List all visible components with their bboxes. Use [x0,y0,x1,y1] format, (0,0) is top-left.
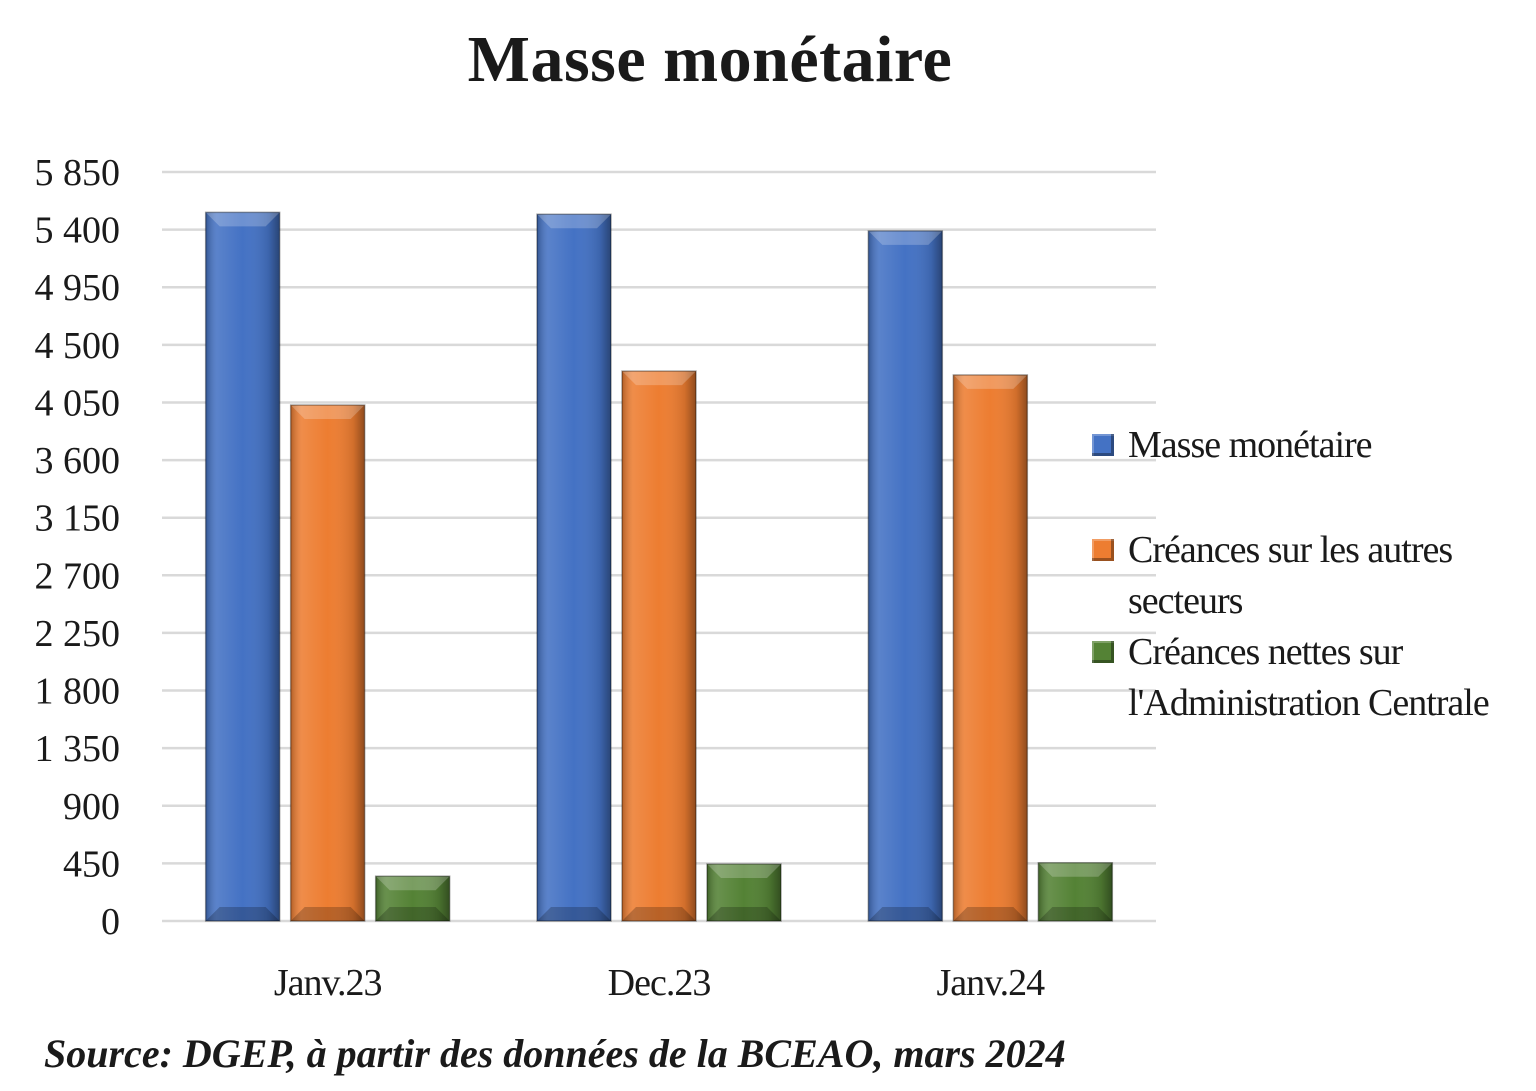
y-tick-label: 1 800 [35,671,121,713]
bar-bevel-top [290,405,365,420]
legend-item: Créances sur les autres secteurs [1090,525,1530,627]
bar-outline [1037,861,1114,922]
y-tick-label: 2 700 [35,555,121,597]
bar-outline [204,211,281,922]
y-tick-label: 1 350 [35,728,121,770]
legend-swatch [1092,641,1114,663]
y-tick-label: 2 250 [35,613,121,655]
legend-label: Créances nettes sur [1128,631,1403,673]
bar-bevel-top [622,371,696,386]
bar [867,230,944,922]
bar-shade [622,371,696,922]
bar-bevel-bottom [953,907,1028,921]
bar-bevel-top [953,374,1028,389]
bars [204,211,1114,922]
legend-label: Créances sur les autres [1128,529,1453,571]
bar-bevel-bottom [1038,907,1113,921]
y-tick-label: 5 400 [35,210,121,252]
source-note: Source: DGEP, à partir des données de la… [44,1031,1066,1076]
bar-outline [374,875,451,922]
y-tick-label: 3 600 [35,440,121,482]
bar-bevel-top [868,230,943,245]
y-tick-label: 4 050 [35,382,121,424]
legend-swatch [1092,434,1114,456]
bar-outline [706,863,782,922]
bar-bevel-bottom [868,907,943,921]
y-tick-label: 450 [63,843,120,885]
y-tick-label: 4 950 [35,267,121,309]
bar-shade [1038,862,1113,921]
bar [374,875,451,922]
chart-title: Masse monétaire [467,23,953,96]
legend-item: Masse monétaire [1090,420,1530,471]
bar [706,863,782,922]
bar [536,213,612,922]
legend-label: secteurs [1128,580,1243,622]
y-tick-label: 0 [101,901,120,943]
bar-bevel-bottom [707,907,781,921]
legend-item: Créances nettes sur l'Administration Cent… [1090,627,1530,729]
bar-outline [952,374,1029,922]
bar-outline [621,370,697,922]
bar-bevel-top [205,212,280,227]
y-tick-label: 4 500 [35,325,121,367]
bar-bevel-top [537,214,611,229]
bar-outline [289,404,366,922]
y-axis-ticks: 0 450 900 1 350 1 800 2 250 2 700 3 150 3 600 4 0… [35,152,121,943]
bar-shade [868,230,943,921]
bar-bevel-bottom [375,907,450,921]
y-tick-label: 5 850 [35,152,121,194]
x-axis-categories: Janv.23 Dec.23 Janv.24 [274,962,1046,1004]
x-category-label: Janv.24 [936,962,1045,1004]
bar [621,370,697,922]
bar-bevel-bottom [537,907,611,921]
bar-bevel-bottom [622,907,696,921]
bar-bevel-top [1038,862,1113,877]
bar [952,374,1029,922]
x-category-label: Dec.23 [608,962,711,1004]
bar-shade [375,876,450,921]
bar [204,211,281,922]
bar-shade [290,405,365,921]
bar-shade [537,214,611,921]
bar-shade [953,374,1028,921]
legend-swatch [1092,539,1114,561]
x-category-label: Janv.23 [274,962,382,1004]
bar-bevel-bottom [205,907,280,921]
legend-label: Masse monétaire [1128,424,1373,466]
y-tick-label: 900 [63,786,120,828]
bar [1037,861,1114,922]
bar [289,404,366,922]
bar-outline [867,230,944,922]
bar-bevel-top [707,864,781,879]
legend: Masse monétaire Créances sur les autres se… [1090,420,1530,729]
bar-bevel-top [375,876,450,891]
bar-shade [707,864,781,921]
bar-outline [536,213,612,922]
bar-bevel-bottom [290,907,365,921]
y-tick-label: 3 150 [35,498,121,540]
bar-shade [205,212,280,922]
legend-label: l'Administration Centrale [1128,682,1490,724]
